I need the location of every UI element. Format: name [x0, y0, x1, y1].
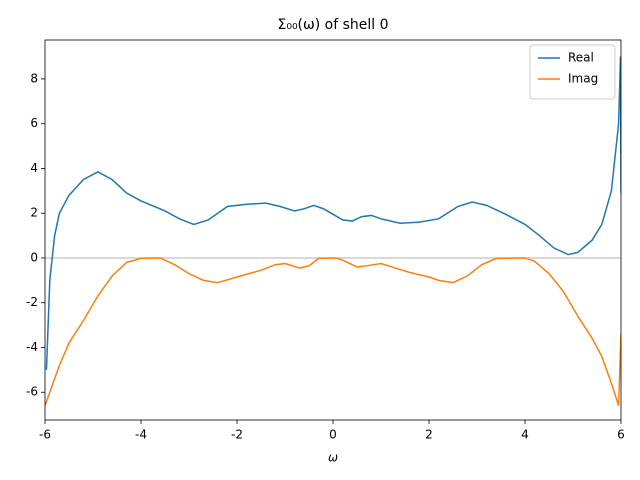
line-series — [45, 56, 621, 370]
x-tick-label: 2 — [425, 428, 433, 442]
legend-label: Real — [568, 51, 594, 65]
y-tick-label: 6 — [30, 116, 38, 130]
y-tick-label: -6 — [26, 385, 38, 399]
y-tick-label: -4 — [26, 340, 38, 354]
x-tick-label: 0 — [329, 428, 337, 442]
y-tick-label: 4 — [30, 161, 38, 175]
x-tick-label: -6 — [39, 428, 51, 442]
y-tick-label: -2 — [26, 295, 38, 309]
y-tick-label: 8 — [30, 71, 38, 85]
y-tick-label: 2 — [30, 206, 38, 220]
chart-title: Σ₀₀(ω) of shell 0 — [277, 17, 388, 33]
x-tick-label: -2 — [231, 428, 243, 442]
line-series — [45, 257, 621, 406]
legend-label: Imag — [568, 72, 598, 86]
x-axis-label: ω — [328, 451, 338, 465]
x-tick-label: 4 — [521, 428, 529, 442]
x-tick-label: -4 — [135, 428, 147, 442]
axes-frame — [44, 39, 622, 421]
x-tick-label: 6 — [617, 428, 625, 442]
y-tick-label: 0 — [30, 250, 38, 264]
